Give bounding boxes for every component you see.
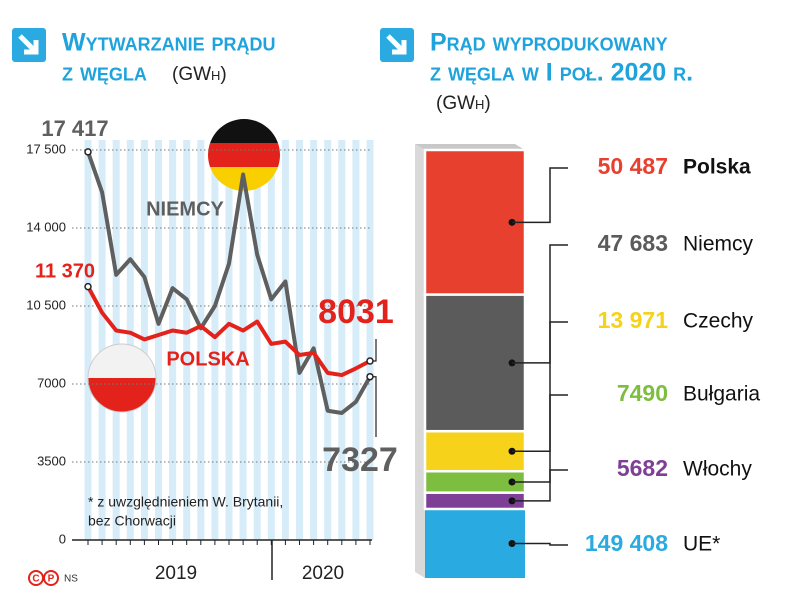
leader: [512, 244, 568, 364]
unit-label: (GWh): [172, 64, 227, 85]
value-label: 50 487: [598, 153, 668, 179]
stripe: [338, 140, 346, 540]
value-label: 13 971: [598, 307, 669, 333]
stripe: [155, 140, 162, 540]
leader: [512, 469, 568, 502]
value-label: 7490: [617, 380, 668, 406]
category-label: Niemcy: [683, 233, 754, 256]
leader: [512, 321, 568, 452]
stripe: [183, 140, 191, 540]
value-label: 8031: [318, 293, 394, 331]
chart-title: z węgla: [62, 59, 147, 87]
series-line: [86, 285, 371, 378]
credit: NS: [64, 574, 78, 585]
arrow-icon: [380, 28, 414, 62]
value-label: 17 417: [41, 116, 108, 141]
category-label: Włochy: [683, 458, 752, 481]
stripes: [84, 140, 374, 540]
stripe: [169, 140, 177, 540]
y-tick-label: 3500: [37, 453, 66, 468]
stripe: [126, 140, 134, 540]
credit-logo: C P: [28, 570, 59, 586]
stripe: [98, 140, 106, 540]
stripe: [112, 140, 120, 540]
series-label: POLSKA: [166, 348, 249, 370]
value-label: 5682: [617, 455, 668, 481]
stripe: [352, 140, 360, 540]
point-marker: [84, 282, 92, 291]
stripe: [211, 140, 219, 540]
stripe: [225, 140, 233, 540]
svg-text:P: P: [48, 574, 55, 585]
leader: [512, 394, 568, 483]
bar-segment: [423, 293, 527, 433]
category-label: Czechy: [683, 310, 754, 333]
point-marker: [84, 148, 92, 156]
y-tick-label: 0: [59, 531, 66, 546]
column-side: [415, 144, 425, 578]
stripe: [324, 140, 332, 540]
chart-title: Wytwarzanie prądu: [62, 29, 276, 57]
point-marker: [366, 357, 374, 365]
stripe: [197, 140, 205, 540]
x-group-label: 2020: [302, 563, 344, 584]
unit-label: (GWh): [436, 93, 491, 114]
category-label: Polska: [683, 156, 751, 179]
leader: [512, 542, 568, 546]
stripe: [366, 140, 374, 540]
leader: [373, 339, 377, 362]
leader: [512, 167, 568, 224]
leader: [373, 376, 377, 437]
value-label: 11 370: [35, 260, 95, 282]
chart-title: z węgla w I poł. 2020 r.: [430, 59, 693, 87]
value-label: 149 408: [585, 530, 668, 556]
y-tick-label: 17 500: [26, 141, 66, 156]
footnote: bez Chorwacji: [88, 513, 176, 529]
chart-title: Prąd wyprodukowany: [430, 29, 668, 57]
stripe: [310, 140, 318, 540]
stripe: [296, 140, 303, 540]
y-tick-label: 14 000: [26, 219, 66, 234]
arrow-icon: [12, 28, 46, 62]
stripe: [84, 140, 92, 540]
point-marker: [366, 372, 374, 381]
bar-segment: [423, 148, 527, 296]
category-label: UE*: [683, 533, 720, 556]
y-tick-label: 10 500: [26, 297, 66, 312]
stripe: [239, 140, 247, 540]
value-label: 7327: [322, 441, 398, 479]
stripe: [253, 140, 261, 540]
category-label: Bułgaria: [683, 383, 760, 406]
footnote: * z uwzględnieniem W. Brytanii,: [88, 494, 283, 510]
bar-segment: [423, 429, 527, 473]
y-tick-label: 7000: [37, 375, 66, 390]
series-line: [86, 151, 372, 415]
series-label: NIEMCY: [146, 198, 224, 220]
svg-text:C: C: [32, 574, 39, 585]
stripe: [267, 140, 275, 540]
x-group-label: 2019: [155, 563, 197, 584]
column-top: [415, 144, 525, 150]
value-label: 47 683: [598, 230, 668, 256]
